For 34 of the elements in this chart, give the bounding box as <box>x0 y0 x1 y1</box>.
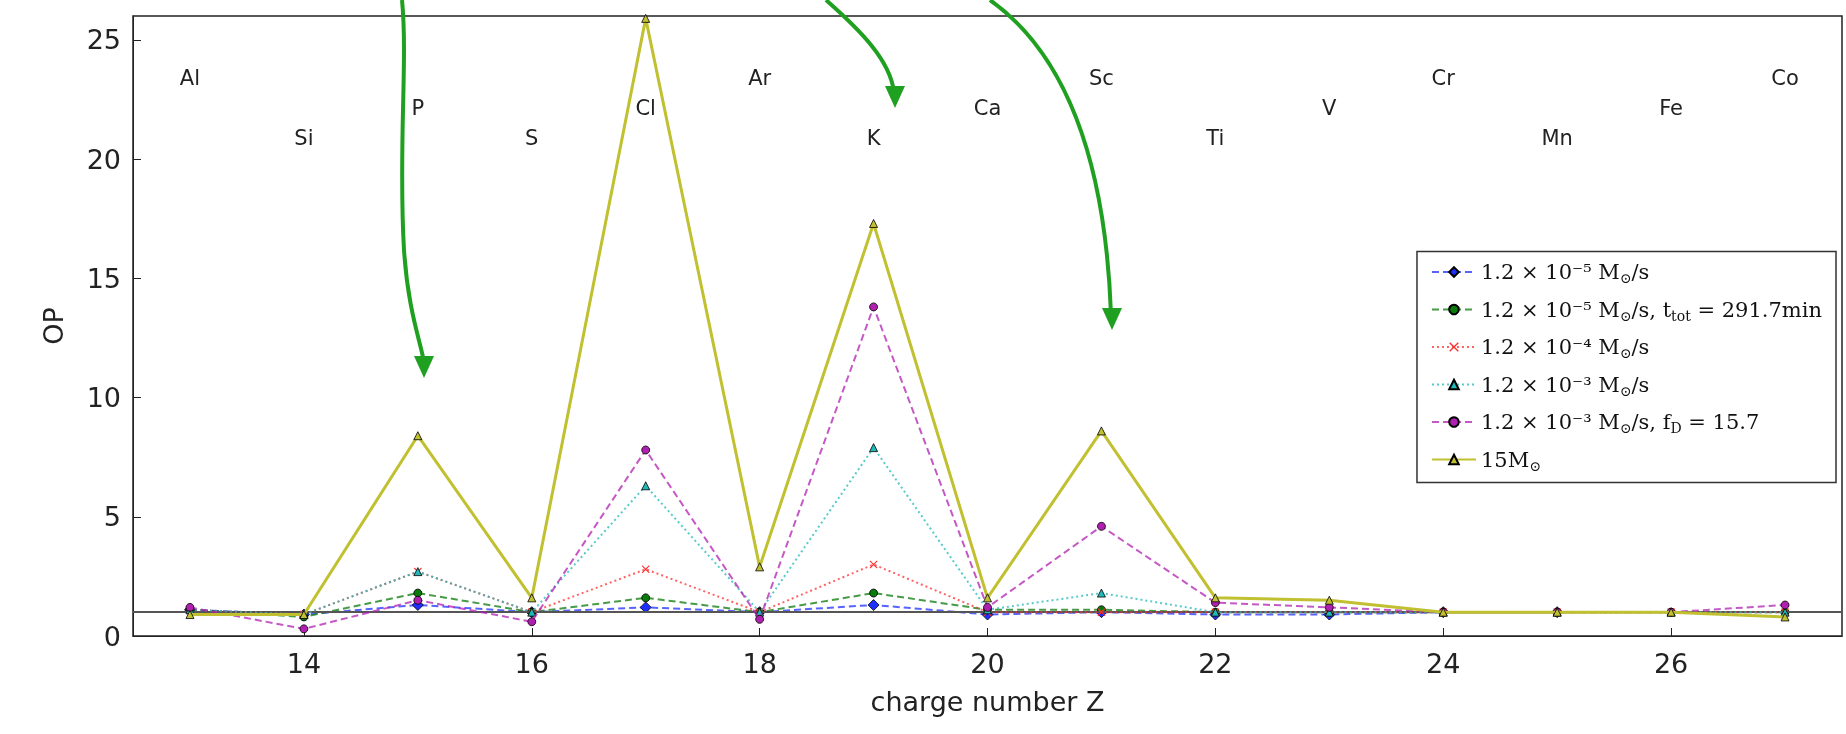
annotation: V <box>1322 96 1338 120</box>
y-tick-label: 25 <box>86 24 121 56</box>
x-tick-label: 16 <box>514 648 549 679</box>
annotation: S <box>525 126 539 150</box>
annotation: Cl <box>635 96 656 120</box>
annotation: Ca <box>973 96 1002 120</box>
legend-label: 1.2 × 10⁻⁴ M⊙/s <box>1480 335 1650 361</box>
x-tick-label: 14 <box>286 648 322 679</box>
legend-label: 1.2 × 10⁻³ M⊙/s <box>1480 372 1650 399</box>
annotation: Ti <box>1205 126 1225 150</box>
annotation: Mn <box>1541 126 1573 150</box>
annotation: Fe <box>1659 96 1684 120</box>
annotation: P <box>411 96 425 120</box>
x-axis-title: charge number Z <box>870 686 1105 717</box>
y-tick-label: 0 <box>103 620 121 652</box>
x-tick-label: 26 <box>1653 648 1689 679</box>
y-tick-label: 5 <box>103 501 121 533</box>
x-tick-label: 20 <box>970 648 1005 679</box>
annotation: Co <box>1771 66 1799 90</box>
x-tick-label: 18 <box>742 648 777 679</box>
x-tick-label: 24 <box>1426 648 1461 679</box>
y-tick-label: 10 <box>86 382 121 414</box>
annotation: K <box>866 126 882 150</box>
y-axis-title: OP <box>38 307 69 345</box>
y-tick-label: 20 <box>86 143 121 175</box>
annotation: Cr <box>1431 66 1456 90</box>
legend-label: 15M⊙ <box>1480 447 1541 474</box>
annotation: Ar <box>748 66 772 90</box>
legend-label: 1.2 × 10⁻⁵ M⊙/s <box>1480 260 1650 286</box>
annotation: Sc <box>1088 66 1114 90</box>
y-tick-label: 15 <box>86 262 121 294</box>
annotation: Si <box>294 126 314 150</box>
x-tick-label: 22 <box>1198 648 1233 679</box>
annotation: Al <box>179 66 201 90</box>
